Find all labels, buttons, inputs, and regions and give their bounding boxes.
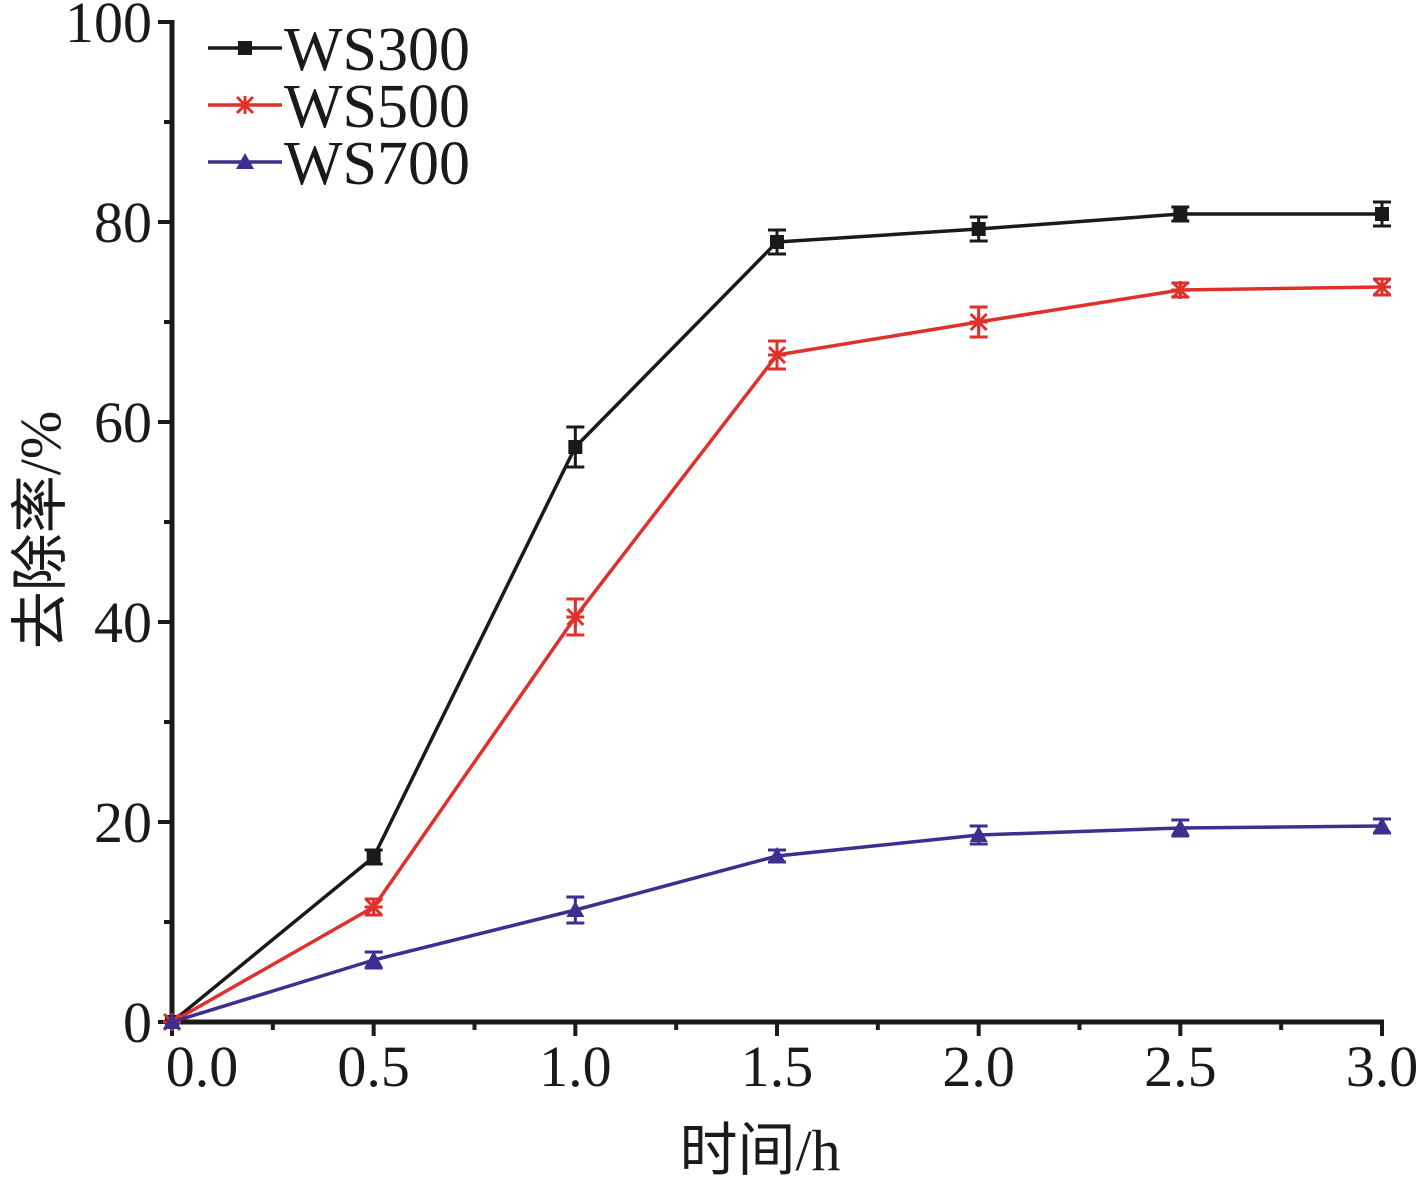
data-point	[364, 951, 383, 967]
y-tick-label: 60	[94, 390, 152, 455]
y-tick-label: 40	[94, 590, 152, 655]
data-point	[1171, 280, 1190, 300]
data-point	[1375, 207, 1389, 221]
y-tick-label: 80	[94, 190, 152, 255]
x-tick-label: 1.5	[741, 1034, 814, 1099]
data-point	[767, 345, 787, 365]
data-point	[969, 312, 988, 332]
x-tick-label: 2.0	[942, 1034, 1015, 1099]
series-WS300	[165, 200, 1391, 1029]
series-lines	[162, 200, 1392, 1032]
series-line	[170, 212, 1382, 1024]
legend-label: WS500	[284, 73, 470, 141]
data-point	[1173, 207, 1188, 221]
legend-item-WS300: WS300	[208, 16, 470, 84]
data-point	[566, 901, 585, 917]
x-tick-label: 3.0	[1346, 1034, 1417, 1099]
legend-marker	[236, 153, 254, 169]
series-line	[171, 285, 1383, 1024]
legend-marker	[238, 41, 252, 55]
data-point	[1372, 277, 1392, 297]
series-WS700	[163, 817, 1391, 1029]
series-WS500	[162, 277, 1392, 1032]
data-point	[366, 850, 381, 864]
y-tick-label: 0	[123, 990, 152, 1055]
x-tick-label: 2.5	[1144, 1034, 1217, 1099]
data-point	[1373, 817, 1391, 833]
y-tick-label: 20	[94, 790, 152, 855]
legend-label: WS700	[284, 130, 470, 198]
x-tick-label: 1.0	[539, 1034, 612, 1099]
data-point	[770, 235, 784, 249]
data-point	[971, 222, 986, 236]
data-point	[163, 1013, 181, 1029]
x-axis-title: 时间/h	[679, 1118, 840, 1181]
data-point	[1171, 819, 1190, 835]
legend-item-WS500: WS500	[208, 73, 470, 141]
y-tick-label: 100	[65, 0, 152, 55]
data-point	[566, 607, 585, 627]
data-point	[969, 826, 988, 842]
data-point	[568, 440, 583, 454]
x-tick-label: 0.5	[337, 1034, 410, 1099]
data-point	[364, 897, 383, 917]
y-axis-title: 去除率/%	[8, 411, 73, 649]
legend-marker	[235, 95, 255, 115]
tick-labels: 0 20 40 60 80 100 0.0 0.5 1.0 1.5 2.0 2.5 3.0	[65, 0, 1417, 1099]
legend-label: WS300	[284, 16, 470, 84]
x-tick-label: 0.0	[166, 1034, 239, 1099]
data-point	[768, 847, 786, 863]
legend-item-WS700: WS700	[208, 130, 470, 198]
